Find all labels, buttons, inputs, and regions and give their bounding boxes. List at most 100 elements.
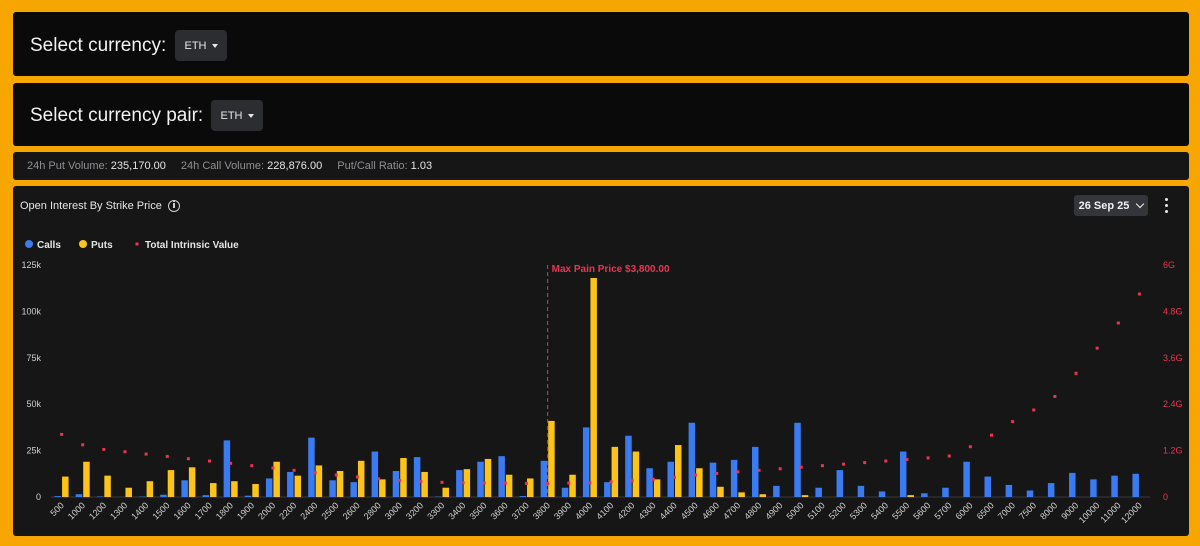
x-tick-label: 10000 [1077, 500, 1102, 525]
calls-bar [625, 435, 632, 497]
intrinsic-value-point [1011, 420, 1015, 424]
y-right-tick-label: 3.6G [1163, 353, 1183, 363]
intrinsic-value-point [186, 457, 190, 461]
intrinsic-value-point [208, 459, 212, 463]
x-tick-label: 3600 [489, 500, 510, 521]
calls-bar [942, 487, 949, 497]
puts-bar [252, 484, 259, 497]
intrinsic-value-point [60, 432, 64, 436]
intrinsic-value-point [419, 480, 423, 484]
puts-bar [611, 446, 619, 497]
x-tick-label: 3900 [552, 500, 573, 521]
y-left-tick-label: 50k [26, 399, 41, 409]
x-tick-label: 3200 [404, 500, 425, 521]
calls-bar [244, 495, 252, 497]
x-tick-label: 5400 [869, 500, 890, 521]
intrinsic-value-point [503, 481, 507, 485]
calls-bar [752, 446, 759, 497]
x-tick-label: 1800 [214, 500, 235, 521]
intrinsic-value-point [334, 473, 338, 477]
puts-bar [273, 461, 280, 497]
intrinsic-value-point [736, 470, 740, 474]
calls-bar [709, 462, 717, 497]
puts-bar [104, 475, 111, 497]
puts-bar [590, 277, 597, 497]
calls-bar [688, 422, 696, 497]
x-tick-label: 7000 [996, 500, 1017, 521]
calls-bar [265, 478, 273, 497]
x-tick-label: 2200 [277, 500, 298, 521]
intrinsic-value-point [165, 454, 169, 458]
currency-pair-select-panel: Select currency pair: ETH [13, 83, 1189, 146]
x-tick-label: 1200 [87, 500, 108, 521]
calls-bar [899, 451, 907, 497]
y-right-tick-label: 2.4G [1163, 399, 1183, 409]
x-tick-label: 2600 [341, 500, 362, 521]
more-options-icon[interactable] [1165, 198, 1169, 214]
intrinsic-value-point [440, 480, 444, 484]
intrinsic-value-point [292, 468, 296, 472]
open-interest-chart-panel: Open Interest By Strike Price 26 Sep 25 … [13, 186, 1189, 536]
x-tick-label: 4200 [615, 500, 636, 521]
x-tick-label: 3500 [467, 500, 488, 521]
calls-bar [202, 495, 210, 497]
intrinsic-value-point [525, 481, 529, 485]
currency-dropdown-value: ETH [184, 39, 207, 52]
x-tick-label: 4600 [700, 500, 721, 521]
intrinsic-value-point [250, 464, 254, 468]
calls-bar [773, 485, 780, 497]
calls-bar [371, 451, 379, 497]
calls-bar [921, 493, 928, 497]
puts-bar [336, 471, 344, 497]
calls-bar [413, 457, 421, 497]
currency-pair-dropdown[interactable]: ETH [211, 100, 263, 131]
puts-bar [231, 481, 238, 497]
x-tick-label: 3000 [383, 500, 404, 521]
info-icon[interactable] [167, 200, 180, 212]
intrinsic-value-point [651, 477, 655, 481]
calls-bar [1026, 490, 1034, 497]
intrinsic-value-point [567, 481, 571, 485]
x-tick-label: 2500 [319, 500, 340, 521]
expiry-date-dropdown[interactable]: 26 Sep 25 [1074, 195, 1148, 216]
intrinsic-value-point [989, 433, 993, 437]
calls-bar [984, 476, 991, 497]
currency-pair-select-label: Select currency pair: [30, 105, 204, 126]
call-volume-label: 24h Call Volume: [180, 160, 265, 172]
calls-bar [308, 437, 315, 497]
put-volume-value: 235,170.00 [110, 160, 166, 172]
calls-bar [836, 470, 844, 497]
x-tick-label: 12000 [1119, 500, 1144, 525]
puts-bar [62, 476, 69, 497]
calls-bar [498, 456, 505, 497]
puts-bar [146, 481, 154, 497]
legend-label-2: Total Intrinsic Value [145, 240, 239, 251]
intrinsic-value-point [1074, 371, 1078, 375]
puts-bar [210, 483, 217, 497]
intrinsic-value-point [905, 457, 909, 461]
puts-bar [759, 494, 767, 497]
legend-label-0: Calls [37, 240, 61, 251]
intrinsic-value-point [672, 475, 676, 479]
x-tick-label: 4400 [658, 500, 679, 521]
currency-dropdown[interactable]: ETH [175, 30, 227, 61]
put-volume-label: 24h Put Volume: [27, 160, 108, 172]
puts-bar [125, 487, 132, 497]
calls-bar [392, 471, 400, 497]
puts-bar [569, 474, 576, 497]
puts-bar [421, 471, 428, 497]
calls-bar [329, 480, 336, 497]
intrinsic-value-point [355, 475, 359, 479]
y-right-tick-label: 1.2G [1163, 446, 1183, 456]
legend-marker-1 [79, 240, 87, 248]
puts-bar [527, 478, 534, 497]
caret-down-icon [247, 113, 254, 118]
x-tick-label: 5300 [848, 500, 869, 521]
puts-bar [717, 486, 724, 497]
x-tick-label: 500 [48, 500, 66, 518]
intrinsic-value-point [1137, 292, 1141, 296]
x-tick-label: 3400 [446, 500, 467, 521]
intrinsic-value-point [271, 466, 275, 470]
volume-stats-bar: 24h Put Volume: 235,170.00 24h Call Volu… [13, 152, 1189, 180]
x-tick-label: 4900 [763, 500, 784, 521]
